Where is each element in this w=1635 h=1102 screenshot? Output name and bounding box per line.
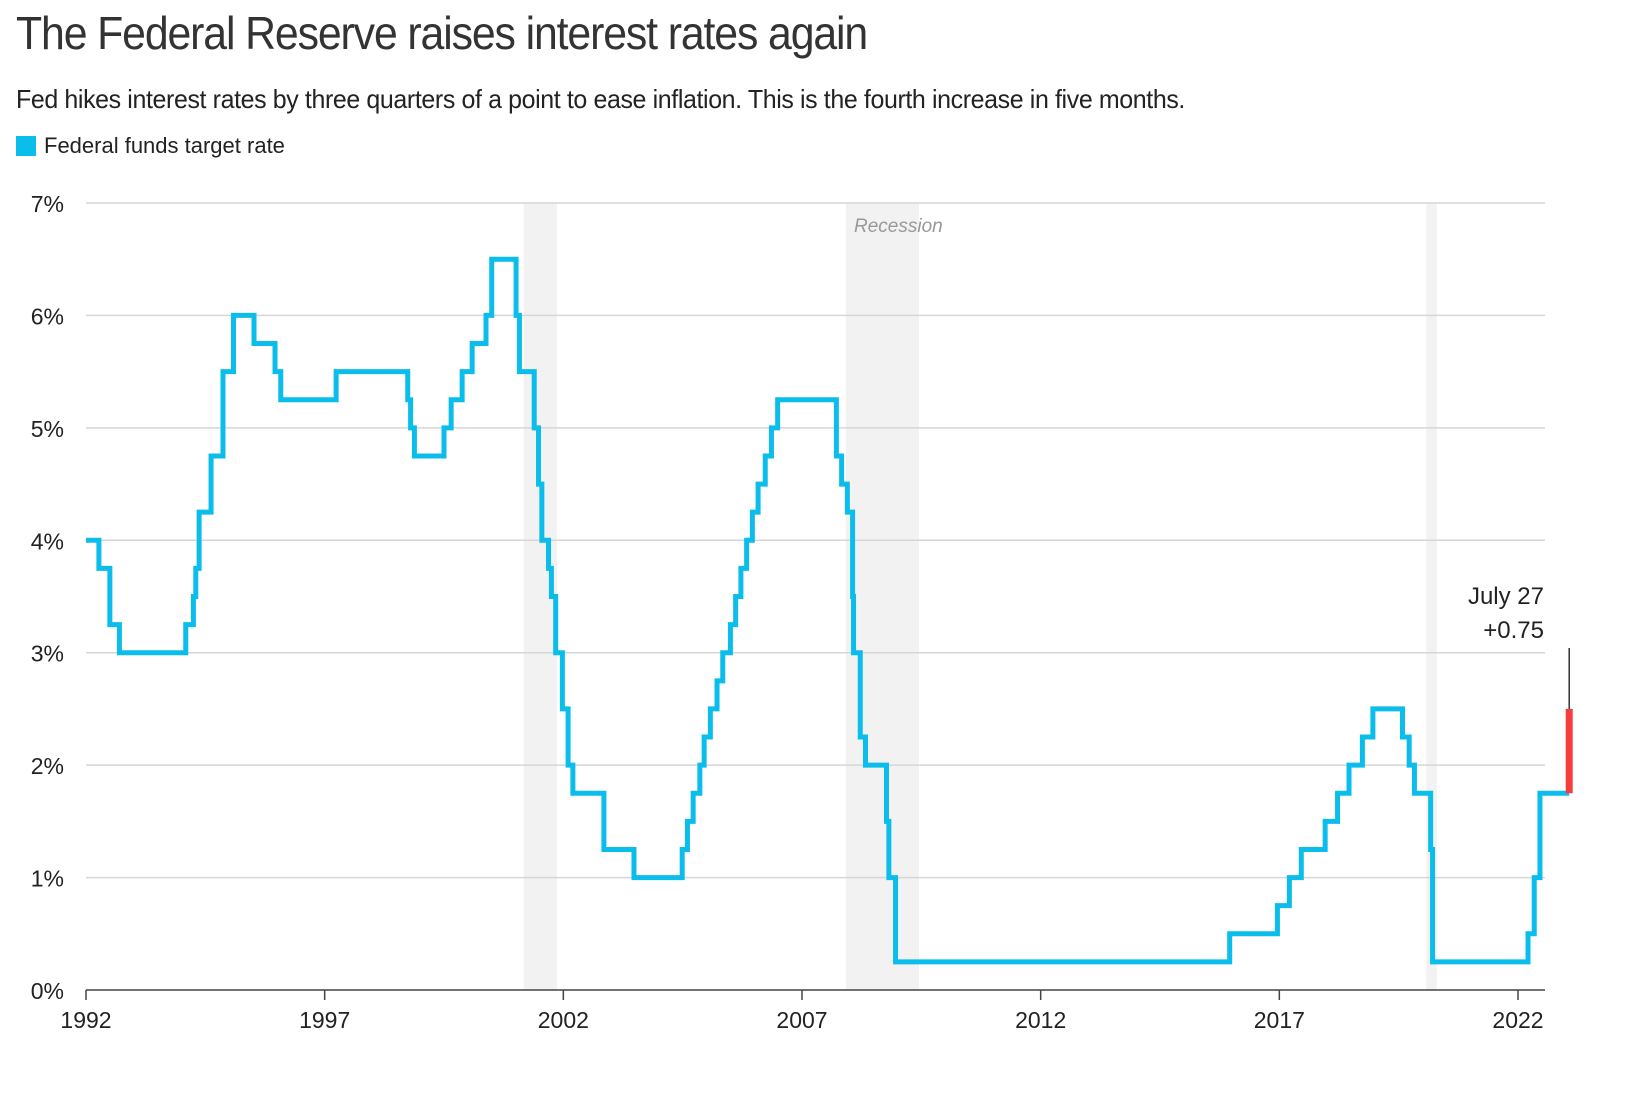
gridlines bbox=[86, 202, 1545, 991]
x-tick-label: 1992 bbox=[60, 1007, 111, 1033]
x-tick-label: 2002 bbox=[538, 1007, 589, 1033]
y-tick-label: 3% bbox=[31, 641, 64, 667]
chart-subtitle: Fed hikes interest rates by three quarte… bbox=[16, 84, 1185, 114]
annotation-change: +0.75 bbox=[1483, 617, 1544, 644]
annotation-date: July 27 bbox=[1468, 583, 1544, 610]
y-tick-label: 1% bbox=[31, 866, 64, 892]
chart-title: The Federal Reserve raises interest rate… bbox=[16, 7, 868, 59]
y-axis-ticks: 0% 1% 2% 3% 4% 5% 6% 7% bbox=[31, 191, 64, 1004]
legend: Federal funds target rate bbox=[16, 133, 285, 159]
x-tick-label: 2022 bbox=[1492, 1007, 1543, 1033]
y-tick-label: 6% bbox=[31, 303, 64, 329]
y-tick-label: 4% bbox=[31, 528, 64, 554]
x-axis-ticks: 1992 1997 2002 2007 2012 2017 2022 bbox=[60, 990, 1544, 1033]
recession-bands bbox=[523, 203, 1437, 990]
x-tick-label: 2007 bbox=[776, 1007, 827, 1033]
recession-label: Recession bbox=[854, 216, 943, 237]
series-line-federal-funds-rate bbox=[86, 256, 1570, 965]
y-tick-label: 0% bbox=[31, 978, 64, 1004]
y-tick-label: 7% bbox=[31, 191, 64, 217]
x-tick-label: 2017 bbox=[1254, 1007, 1305, 1033]
legend-swatch bbox=[16, 136, 36, 156]
x-tick-label: 2012 bbox=[1015, 1007, 1066, 1033]
recession-band bbox=[1426, 203, 1437, 990]
x-tick-label: 1997 bbox=[299, 1007, 350, 1033]
legend-label: Federal funds target rate bbox=[44, 133, 285, 158]
y-tick-label: 2% bbox=[31, 753, 64, 779]
recession-band bbox=[845, 203, 919, 990]
highlight-bar-latest-hike bbox=[1565, 708, 1573, 794]
y-tick-label: 5% bbox=[31, 416, 64, 442]
